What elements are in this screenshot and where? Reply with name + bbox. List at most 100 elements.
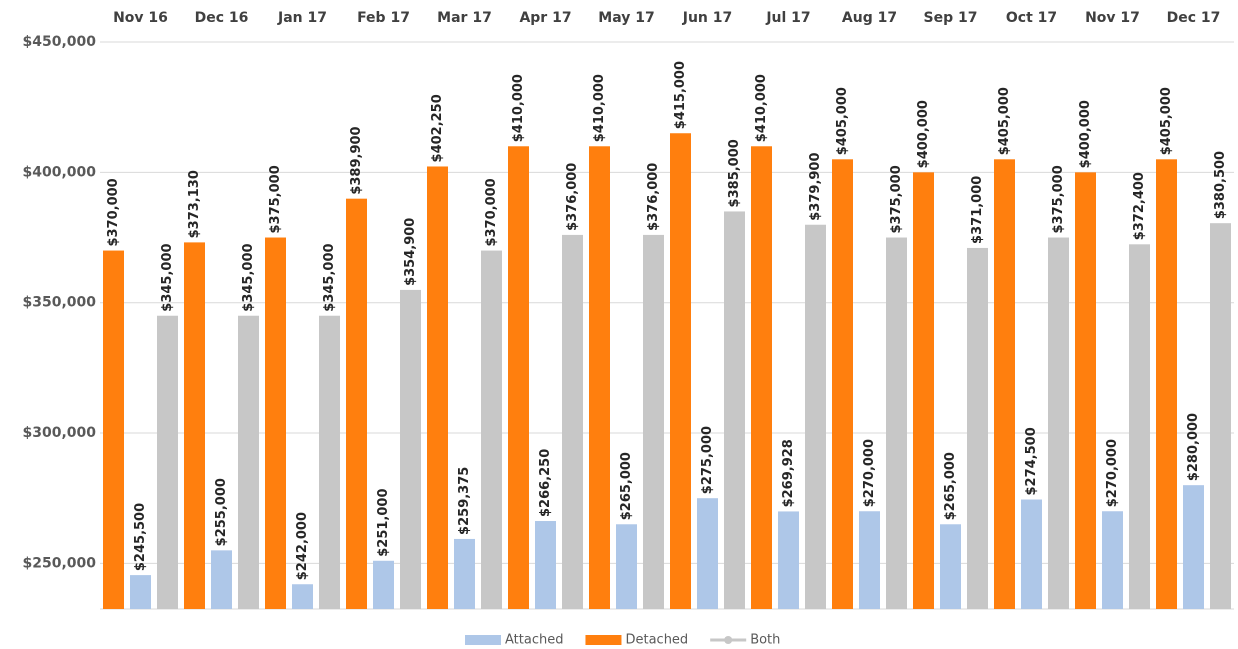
- value-label: $354,900: [403, 218, 418, 286]
- bar: [238, 315, 259, 609]
- bar: [940, 524, 961, 609]
- value-label: $405,000: [1159, 87, 1174, 155]
- value-label: $379,900: [808, 152, 823, 220]
- bar: [886, 237, 907, 609]
- bar: [373, 560, 394, 609]
- value-label: $251,000: [376, 489, 391, 557]
- value-label: $373,130: [187, 170, 202, 238]
- bar: [211, 550, 232, 609]
- bar: [319, 315, 340, 609]
- x-tick-label: Aug 17: [842, 10, 897, 26]
- bar: [400, 289, 421, 609]
- y-tick-label: $350,000: [22, 295, 96, 311]
- x-tick-label: Jun 17: [682, 10, 733, 26]
- bar: [346, 198, 367, 609]
- x-tick-label: Jul 17: [765, 10, 810, 26]
- bar: [778, 511, 799, 609]
- bar: [481, 250, 502, 609]
- x-tick-label: Dec 17: [1167, 10, 1221, 26]
- x-tick-label: Feb 17: [357, 10, 410, 26]
- bar: [1075, 172, 1096, 609]
- x-tick-label: Sep 17: [924, 10, 978, 26]
- value-label: $400,000: [1078, 100, 1093, 168]
- bar: [994, 159, 1015, 609]
- bar: [913, 172, 934, 609]
- bar: [1210, 223, 1231, 609]
- value-label: $405,000: [997, 87, 1012, 155]
- value-label: $242,000: [295, 512, 310, 580]
- bar: [508, 146, 529, 609]
- value-label: $280,000: [1186, 413, 1201, 481]
- value-label: $274,500: [1024, 427, 1039, 495]
- bar: [1048, 237, 1069, 609]
- value-label: $375,000: [889, 165, 904, 233]
- value-label: $345,000: [241, 243, 256, 311]
- value-label: $410,000: [592, 74, 607, 142]
- bar: [859, 511, 880, 609]
- bar: [562, 234, 583, 609]
- value-label: $245,500: [133, 503, 148, 571]
- x-tick-label: Nov 17: [1085, 10, 1140, 26]
- bar: [427, 166, 448, 609]
- value-label: $405,000: [835, 87, 850, 155]
- legend-marker: [465, 635, 501, 645]
- bar: [454, 538, 475, 609]
- value-label: $275,000: [700, 426, 715, 494]
- bar: [589, 146, 610, 609]
- value-label: $259,375: [457, 467, 472, 535]
- bar: [1021, 499, 1042, 609]
- x-tick-label: Oct 17: [1006, 10, 1057, 26]
- legend-label: Detached: [625, 633, 688, 648]
- value-label: $345,000: [322, 243, 337, 311]
- y-tick-label: $450,000: [22, 34, 96, 50]
- value-label: $402,250: [430, 94, 445, 162]
- bar: [697, 498, 718, 609]
- bar: [967, 247, 988, 609]
- bar: [292, 584, 313, 609]
- value-label: $270,000: [862, 439, 877, 507]
- bar: [670, 133, 691, 609]
- bar: [643, 234, 664, 609]
- value-label: $269,928: [781, 439, 796, 507]
- bar: [751, 146, 772, 609]
- value-label: $376,000: [565, 163, 580, 231]
- legend-marker: [585, 635, 622, 645]
- value-label: $385,000: [727, 139, 742, 207]
- value-label: $415,000: [673, 61, 688, 129]
- bar: [616, 524, 637, 609]
- legend-marker: [724, 636, 733, 644]
- value-label: $266,250: [538, 449, 553, 517]
- value-label: $380,500: [1213, 151, 1228, 219]
- x-tick-label: Jan 17: [277, 10, 327, 26]
- bar: [1156, 159, 1177, 609]
- bar: [1102, 511, 1123, 609]
- value-label: $255,000: [214, 478, 229, 546]
- value-label: $265,000: [619, 452, 634, 520]
- bar: [832, 159, 853, 609]
- value-label: $270,000: [1105, 439, 1120, 507]
- x-tick-label: Apr 17: [519, 10, 571, 26]
- value-label: $389,900: [349, 126, 364, 194]
- x-tick-label: Nov 16: [113, 10, 168, 26]
- bar: [157, 315, 178, 609]
- value-label: $370,000: [106, 178, 121, 246]
- value-label: $375,000: [268, 165, 283, 233]
- y-tick-label: $400,000: [22, 164, 96, 180]
- value-label: $265,000: [943, 452, 958, 520]
- value-label: $372,400: [1132, 172, 1147, 240]
- bar: [1129, 244, 1150, 609]
- value-label: $371,000: [970, 176, 985, 244]
- value-label: $375,000: [1051, 165, 1066, 233]
- x-tick-label: May 17: [598, 10, 654, 26]
- value-label: $370,000: [484, 178, 499, 246]
- bar: [103, 250, 124, 609]
- bar: [535, 521, 556, 609]
- x-tick-label: Mar 17: [437, 10, 492, 26]
- bar: [1183, 485, 1204, 609]
- value-label: $410,000: [754, 74, 769, 142]
- value-label: $400,000: [916, 100, 931, 168]
- legend-label: Both: [750, 633, 780, 648]
- bar: [184, 242, 205, 609]
- bar: [724, 211, 745, 609]
